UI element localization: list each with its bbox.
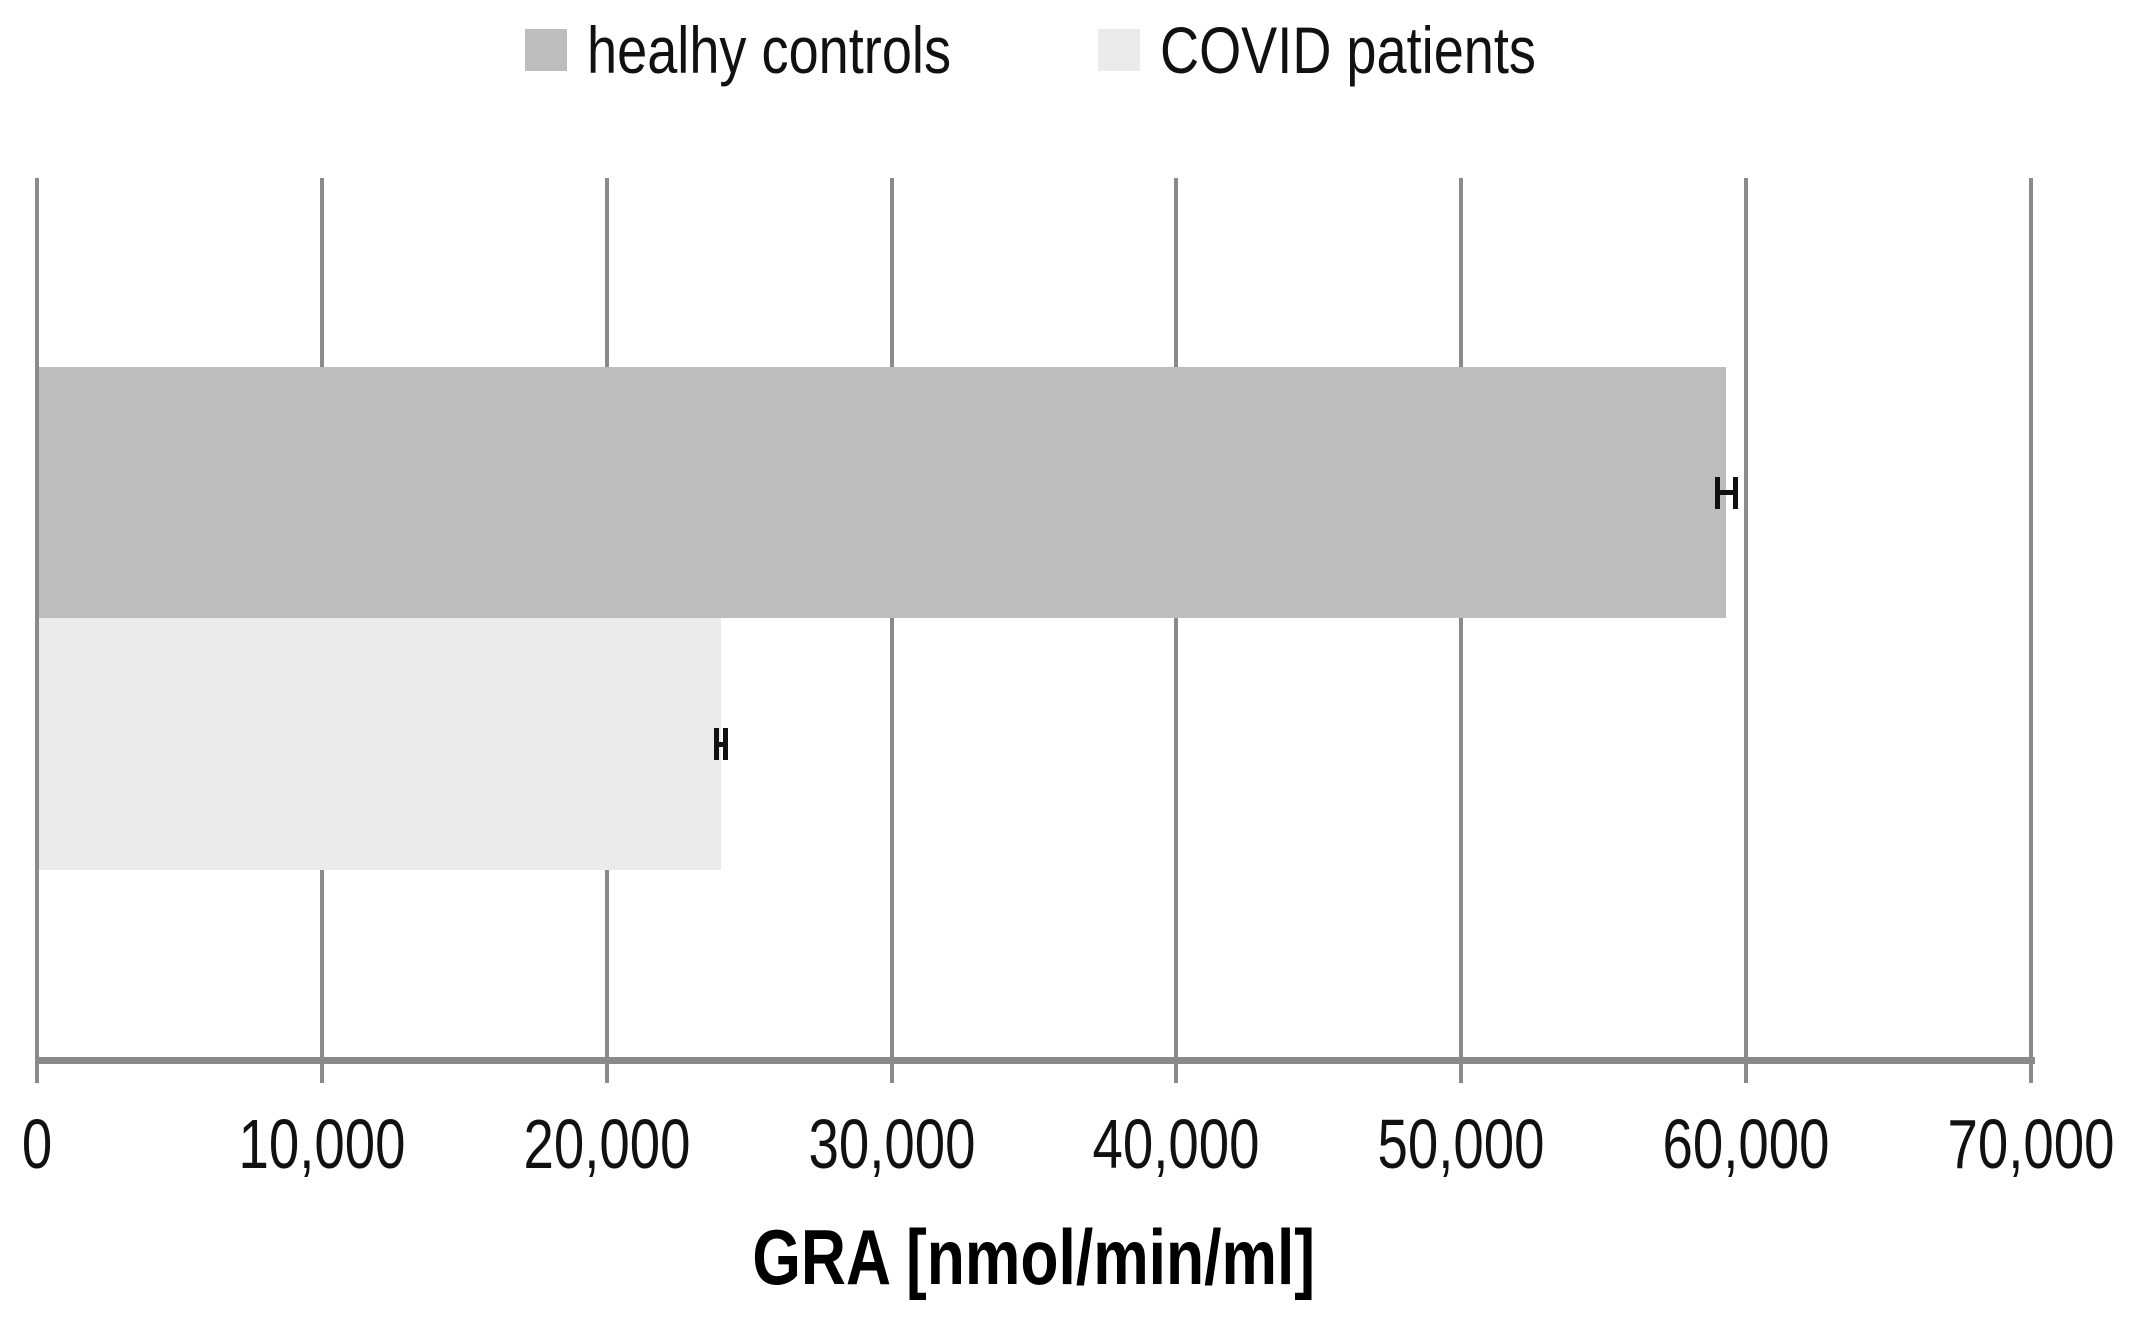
gridline-70000 (2029, 178, 2033, 1083)
error-bar-covid-patients (713, 728, 728, 760)
bar-covid-patients (39, 618, 721, 870)
x-tick-label-20000: 20,000 (523, 1105, 691, 1183)
gridline-40000 (1174, 178, 1179, 1083)
x-tick-label-60000: 60,000 (1662, 1105, 1830, 1183)
x-axis-line (35, 1057, 2035, 1064)
x-axis-title-wrap: GRA [nmol/min/ml] (37, 1218, 2031, 1296)
legend-item-covid-patients: COVID patients (1098, 17, 1608, 83)
legend-item-healthy-controls: healhy controls (524, 13, 1020, 87)
gridline-50000 (1459, 178, 1464, 1083)
bar-healhy-controls (39, 367, 1727, 618)
error-bar-healhy-controls (1714, 476, 1738, 509)
legend-swatch-healthy-controls (524, 29, 567, 71)
legend-label-healthy-controls: healhy controls (586, 13, 951, 87)
gridline-60000 (1744, 178, 1749, 1083)
gridline-0 (35, 178, 39, 1083)
error-bar-line (1719, 490, 1733, 495)
error-bar-line (718, 741, 723, 747)
x-tick-label-40000: 40,000 (1092, 1105, 1260, 1183)
x-tick-label-50000: 50,000 (1377, 1105, 1545, 1183)
legend-label-covid-patients: COVID patients (1160, 13, 1537, 87)
legend-swatch-covid-patients (1098, 29, 1141, 71)
x-tick-label-70000: 70,000 (1947, 1105, 2115, 1183)
x-tick-label-10000: 10,000 (238, 1105, 406, 1183)
x-axis-title: GRA [nmol/min/ml] (752, 1213, 1316, 1301)
chart-legend: healhy controls COVID patients (0, 12, 2133, 88)
gridline-30000 (889, 178, 894, 1083)
x-tick-label-0: 0 (21, 1105, 53, 1183)
x-tick-label-30000: 30,000 (808, 1105, 976, 1183)
